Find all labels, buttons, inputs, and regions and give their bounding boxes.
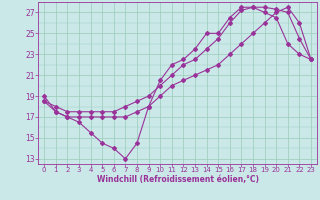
X-axis label: Windchill (Refroidissement éolien,°C): Windchill (Refroidissement éolien,°C): [97, 175, 259, 184]
